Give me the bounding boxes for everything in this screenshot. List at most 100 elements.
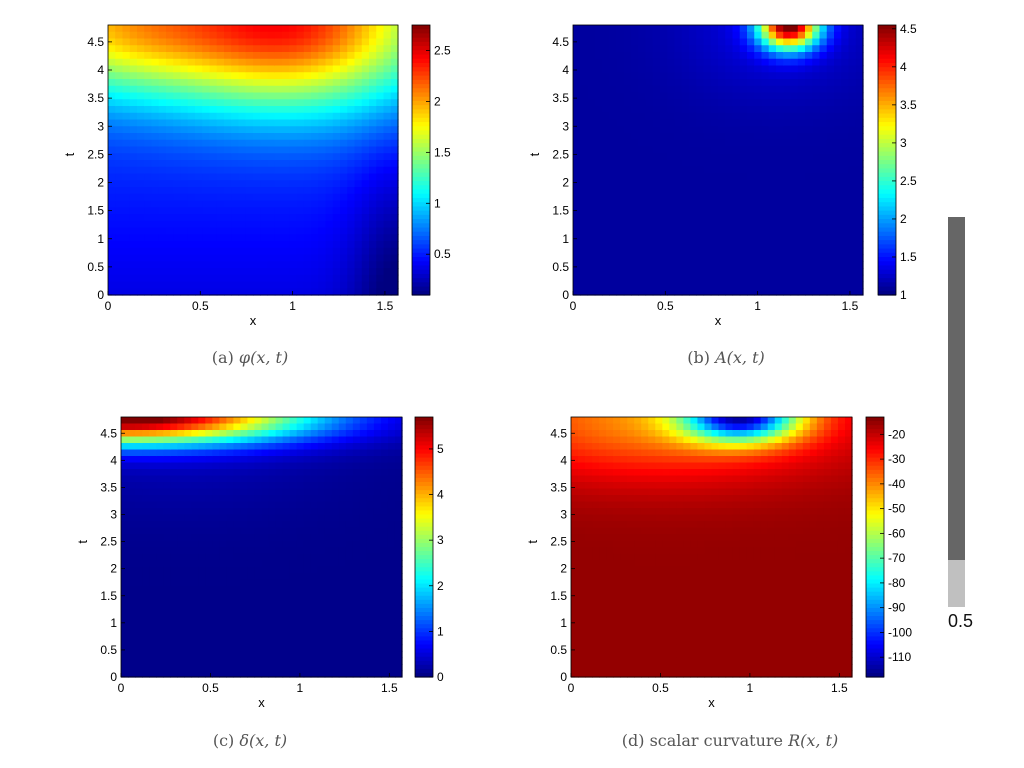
heatmap-cell bbox=[212, 625, 220, 633]
heatmap-cell bbox=[163, 612, 171, 620]
heatmap-cell bbox=[352, 592, 361, 600]
heatmap-cell bbox=[115, 126, 124, 134]
heatmap-cell bbox=[303, 430, 312, 438]
heatmap-cell bbox=[338, 638, 347, 646]
heatmap-cell bbox=[170, 495, 178, 503]
heatmap-cell bbox=[226, 462, 235, 470]
heatmap-cell bbox=[394, 462, 403, 470]
heatmap-cell bbox=[151, 173, 160, 181]
heatmap-cell bbox=[689, 220, 697, 229]
heatmap-cell bbox=[609, 173, 618, 181]
heatmap-cell bbox=[812, 274, 821, 283]
heatmap-cell bbox=[253, 153, 261, 161]
heatmap-cell bbox=[129, 173, 138, 181]
heatmap-cell bbox=[156, 469, 164, 477]
heatmap-cell bbox=[274, 52, 283, 60]
heatmap-cell bbox=[340, 112, 348, 121]
y-tick-label: 1.5 bbox=[87, 204, 104, 218]
heatmap-cell bbox=[747, 153, 755, 161]
heatmap-cell bbox=[797, 126, 806, 134]
heatmap-cell bbox=[325, 180, 334, 188]
heatmap-cell bbox=[594, 220, 603, 229]
heatmap-cell bbox=[198, 417, 206, 425]
heatmap-cell bbox=[325, 139, 334, 148]
heatmap-cell bbox=[173, 207, 182, 215]
heatmap-cell bbox=[834, 72, 842, 80]
heatmap-cell bbox=[303, 112, 312, 121]
heatmap-cell bbox=[108, 220, 116, 229]
heatmap-cell bbox=[616, 166, 625, 175]
heatmap-cell bbox=[609, 139, 618, 148]
heatmap-cell bbox=[609, 99, 618, 107]
heatmap-cell bbox=[361, 227, 370, 235]
heatmap-cell bbox=[841, 58, 850, 67]
heatmap-cell bbox=[638, 274, 647, 283]
heatmap-cell bbox=[122, 153, 131, 161]
heatmap-cell bbox=[158, 214, 167, 222]
heatmap-cell bbox=[747, 207, 755, 215]
heatmap-cell bbox=[205, 469, 213, 477]
heatmap-cell bbox=[170, 443, 178, 451]
heatmap-cell bbox=[826, 139, 835, 148]
heatmap-cell bbox=[177, 586, 185, 594]
heatmap-cell bbox=[128, 488, 136, 496]
heatmap-cell bbox=[275, 618, 284, 626]
heatmap-cell bbox=[768, 180, 777, 188]
heatmap-cell bbox=[681, 85, 690, 94]
heatmap-cell bbox=[233, 644, 242, 652]
heatmap-cell bbox=[275, 664, 284, 672]
heatmap-cell bbox=[732, 281, 741, 289]
heatmap-cell bbox=[296, 112, 305, 121]
heatmap-cell bbox=[275, 495, 284, 503]
heatmap-cell bbox=[834, 241, 842, 249]
heatmap-cell bbox=[253, 139, 261, 148]
heatmap-cell bbox=[184, 670, 192, 678]
heatmap-cell bbox=[747, 112, 755, 121]
heatmap-cell bbox=[231, 173, 240, 181]
heatmap-cell bbox=[289, 180, 298, 188]
heatmap-cell bbox=[324, 521, 333, 529]
heatmap-cell bbox=[121, 423, 129, 431]
heatmap-cell bbox=[166, 288, 174, 296]
heatmap-cell bbox=[345, 625, 354, 633]
heatmap-cell bbox=[718, 45, 726, 53]
heatmap-cell bbox=[216, 31, 225, 40]
heatmap-cell bbox=[616, 214, 625, 222]
colorbar-step bbox=[878, 202, 896, 208]
heatmap-cell bbox=[289, 644, 298, 652]
heatmap-cell bbox=[638, 281, 647, 289]
heatmap-cell bbox=[373, 638, 382, 646]
heatmap-cell bbox=[142, 521, 150, 529]
heatmap-cell bbox=[184, 488, 192, 496]
heatmap-cell bbox=[187, 99, 196, 107]
heatmap-cell bbox=[209, 52, 218, 60]
heatmap-cell bbox=[267, 153, 276, 161]
colorbar-step bbox=[878, 185, 896, 191]
heatmap-cell bbox=[354, 187, 363, 195]
heatmap-cell bbox=[198, 553, 206, 561]
heatmap-cell bbox=[158, 45, 167, 53]
heatmap-cell bbox=[108, 72, 116, 80]
heatmap-cell bbox=[761, 79, 770, 87]
heatmap-cell bbox=[115, 268, 124, 276]
heatmap-cell bbox=[841, 227, 850, 235]
heatmap-cell bbox=[739, 58, 748, 67]
heatmap-cell bbox=[254, 599, 263, 607]
heatmap-cell bbox=[359, 521, 368, 529]
heatmap-cell bbox=[602, 214, 610, 222]
heatmap-cell bbox=[240, 534, 249, 542]
heatmap-cell bbox=[587, 58, 596, 67]
heatmap-cell bbox=[137, 214, 145, 222]
heatmap-cell bbox=[187, 268, 196, 276]
heatmap-cell bbox=[681, 180, 690, 188]
heatmap-cell bbox=[198, 599, 206, 607]
heatmap-cell bbox=[696, 281, 705, 289]
heatmap-cell bbox=[594, 234, 603, 242]
heatmap-cell bbox=[108, 274, 116, 283]
heatmap-cell bbox=[747, 227, 755, 235]
heatmap-cell bbox=[224, 200, 232, 208]
heatmap-cell bbox=[151, 58, 160, 67]
heatmap-cell bbox=[725, 106, 734, 114]
heatmap-cell bbox=[352, 508, 361, 516]
heatmap-cell bbox=[580, 146, 589, 154]
